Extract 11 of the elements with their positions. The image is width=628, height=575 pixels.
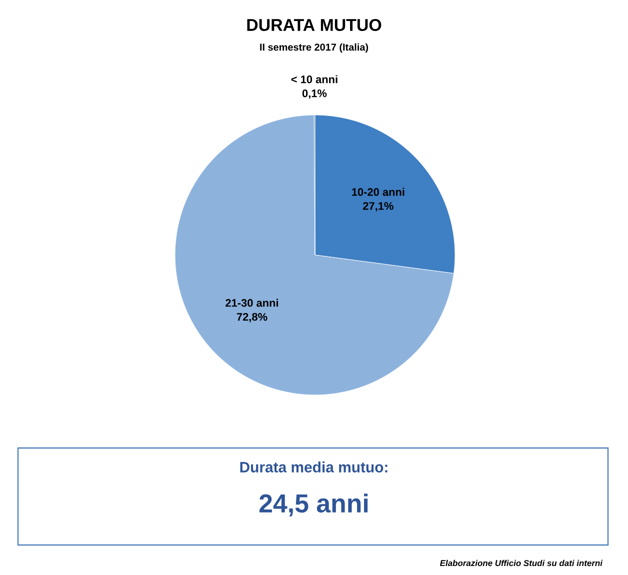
data-label: 27,1% — [363, 202, 394, 212]
text: 24,5 anni — [259, 494, 368, 516]
slice-label: 10-20 anni — [352, 188, 404, 196]
chart-subtitle: II semestre 2017 (Italia) — [260, 43, 368, 53]
data-label: 0,1% — [302, 89, 327, 99]
text: Elaborazione Ufficio Studi su dati interni — [440, 560, 603, 566]
chart-title: DURATA MUTUO — [247, 18, 382, 31]
data-label: 72,8% — [236, 312, 268, 322]
slice-label: 21-30 anni — [226, 298, 278, 307]
text: Durata media mutuo: — [240, 462, 388, 472]
slice-label: < 10 anni — [291, 75, 338, 84]
